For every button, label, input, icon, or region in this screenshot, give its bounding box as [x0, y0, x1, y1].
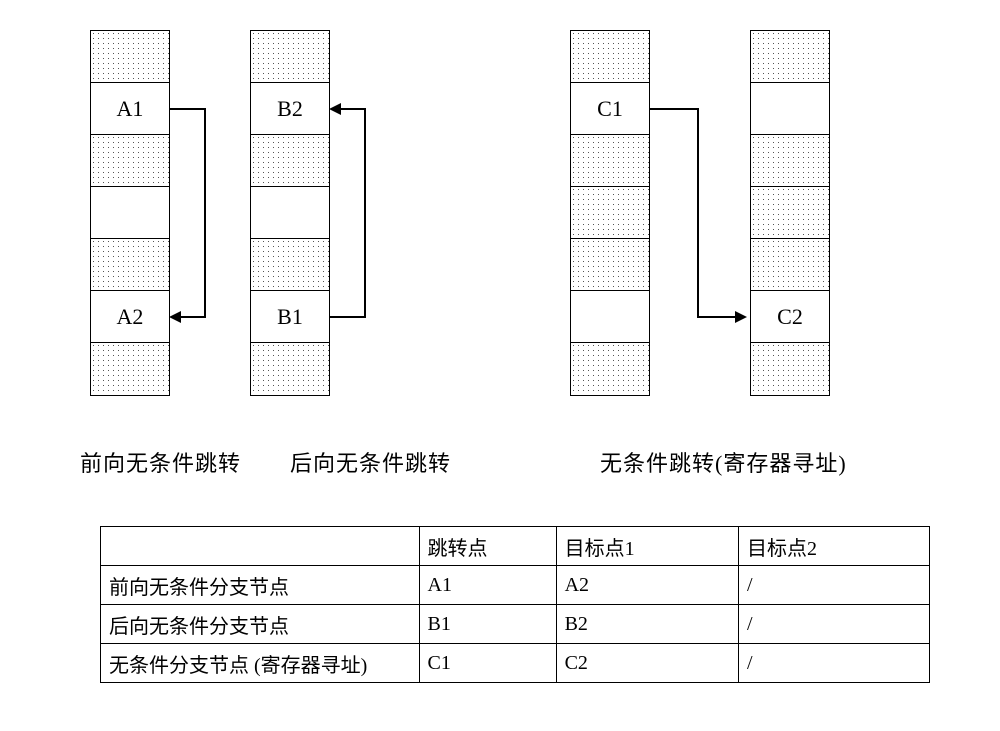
diagram-forward: A1A2 [90, 30, 170, 396]
jump-arrow [90, 30, 248, 398]
table-header-cell: 目标点2 [738, 527, 929, 566]
table-cell: B2 [556, 605, 738, 644]
table-row: 后向无条件分支节点B1B2/ [101, 605, 930, 644]
table-cell: 后向无条件分支节点 [101, 605, 420, 644]
table-cell: 无条件分支节点 (寄存器寻址) [101, 644, 420, 683]
table-cell: 前向无条件分支节点 [101, 566, 420, 605]
diagram-register: C1C2 [570, 30, 830, 396]
table-cell: / [738, 644, 929, 683]
table-header-cell: 目标点1 [556, 527, 738, 566]
jump-arrow [570, 30, 906, 398]
table-row: 前向无条件分支节点A1A2/ [101, 566, 930, 605]
branch-table: 跳转点目标点1目标点2前向无条件分支节点A1A2/后向无条件分支节点B1B2/无… [100, 526, 930, 683]
table-row: 无条件分支节点 (寄存器寻址)C1C2/ [101, 644, 930, 683]
table-cell: A2 [556, 566, 738, 605]
table-header-cell [101, 527, 420, 566]
table-header-cell: 跳转点 [419, 527, 556, 566]
caption-backward: 后向无条件跳转 [290, 446, 451, 478]
diagram-backward: B2B1 [250, 30, 330, 396]
table-cell: / [738, 605, 929, 644]
table-cell: B1 [419, 605, 556, 644]
table-cell: / [738, 566, 929, 605]
caption-register: 无条件跳转(寄存器寻址) [600, 446, 847, 478]
table-cell: C2 [556, 644, 738, 683]
jump-arrow [250, 30, 408, 398]
table-cell: A1 [419, 566, 556, 605]
caption-forward: 前向无条件跳转 [80, 446, 241, 478]
table-cell: C1 [419, 644, 556, 683]
diagrams-row: A1A2 B2B1 C1C2 [40, 30, 960, 396]
captions-row: 前向无条件跳转 后向无条件跳转 无条件跳转(寄存器寻址) [40, 446, 960, 486]
